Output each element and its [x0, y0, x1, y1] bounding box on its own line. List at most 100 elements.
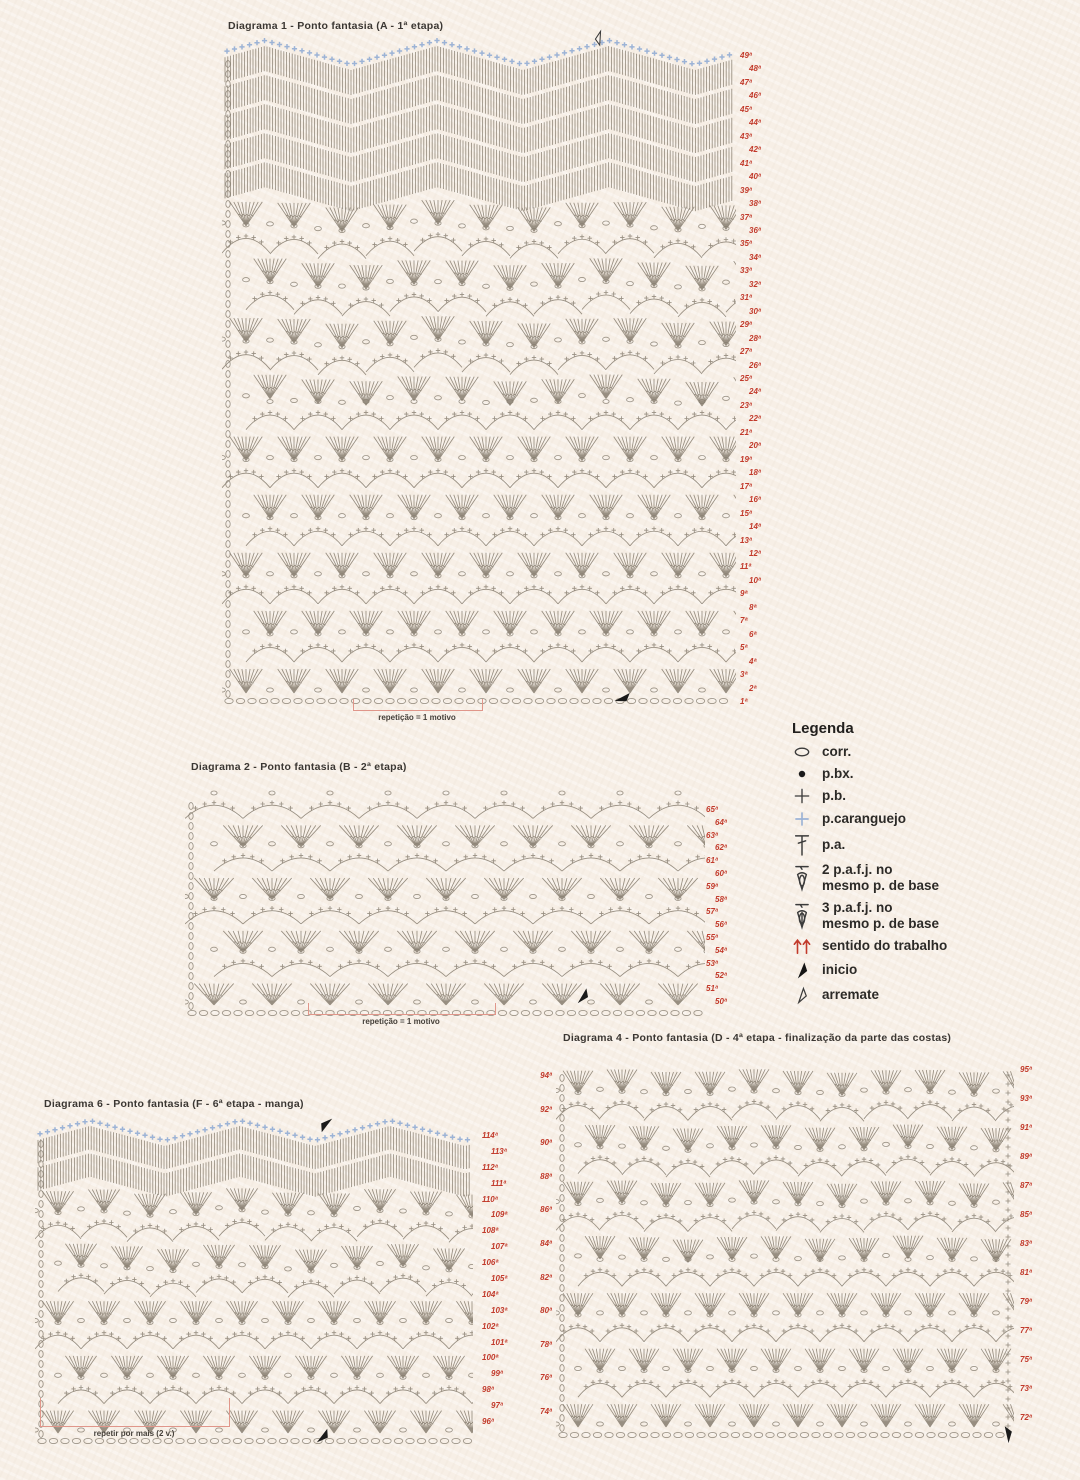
work-direction-icon — [790, 937, 814, 955]
start-arrow-icon — [614, 692, 630, 702]
row-number-label: 43ª — [740, 131, 752, 141]
row-number-label: 39ª — [740, 185, 752, 195]
row-number-label: 40ª — [749, 172, 761, 182]
row-number-label: 20ª — [749, 441, 761, 451]
row-number-label: 29ª — [740, 320, 752, 330]
row-number-label: 44ª — [749, 118, 761, 128]
legend-item-label: p.caranguejo — [822, 811, 907, 827]
legend-item-label: p.a. — [822, 837, 846, 853]
row-number-label: 9ª — [740, 589, 748, 599]
row-number-label: 14ª — [749, 522, 761, 532]
row-number-label: 25ª — [740, 374, 752, 383]
row-number-label: 89ª — [1020, 1152, 1032, 1161]
dc2tog-icon — [790, 864, 814, 893]
row-number-label: 10ª — [749, 575, 761, 585]
row-number-label: 49ª — [740, 51, 752, 60]
row-number-label: 59ª — [706, 881, 718, 891]
diagram2-repeat-bracket — [308, 1003, 496, 1015]
start-arrow-icon — [577, 988, 589, 1004]
row-number-label: 38ª — [749, 199, 761, 209]
row-number-label: 57ª — [706, 907, 718, 917]
diagram4-crochet-chart — [556, 1069, 1014, 1439]
legend: Legenda corr. p.bx. p.b. p.caranguejo p.a. 2 … — [790, 720, 1010, 1010]
diagram4-title: Diagrama 4 - Ponto fantasia (D - 4ª etap… — [563, 1032, 952, 1044]
row-number-label: 6ª — [749, 629, 757, 639]
legend-item: inicio — [790, 960, 1010, 980]
row-number-label: 58ª — [715, 894, 727, 904]
row-number-label: 82ª — [540, 1272, 552, 1282]
row-number-label: 45ª — [740, 104, 752, 114]
row-number-label: 107ª — [491, 1242, 508, 1252]
diagram2-title: Diagrama 2 - Ponto fantasia (B - 2ª etap… — [191, 761, 407, 773]
row-number-label: 60ª — [715, 869, 727, 878]
row-number-label: 22ª — [749, 414, 761, 424]
row-number-label: 81ª — [1020, 1268, 1032, 1277]
row-number-label: 79ª — [1020, 1297, 1032, 1306]
start-arrow-icon — [1004, 1426, 1012, 1444]
row-number-label: 83ª — [1020, 1239, 1032, 1248]
row-number-label: 24ª — [749, 387, 761, 397]
row-number-label: 75ª — [1020, 1355, 1032, 1364]
row-number-label: 63ª — [706, 830, 718, 840]
diagram1-crochet-chart — [222, 38, 736, 705]
dc3tog-icon — [790, 902, 814, 930]
legend-item-label: p.b. — [822, 788, 846, 804]
legend-item-label: corr. — [822, 743, 852, 759]
row-number-label: 42ª — [749, 145, 761, 155]
finish-arrow-icon — [321, 1118, 333, 1133]
row-number-label: 5ª — [740, 643, 748, 653]
legend-item: arremate — [790, 985, 1010, 1005]
row-number-label: 27ª — [740, 347, 752, 357]
row-number-label: 109ª — [491, 1210, 508, 1220]
row-number-label: 31ª — [740, 293, 752, 303]
diagram1-repeat-label: repetição = 1 motivo — [378, 713, 456, 722]
row-number-label: 62ª — [715, 843, 727, 853]
row-number-label: 7ª — [740, 616, 748, 626]
diagram1-title: Diagrama 1 - Ponto fantasia (A - 1ª etap… — [228, 20, 444, 32]
row-number-label: 55ª — [706, 933, 718, 942]
row-number-label: 108ª — [482, 1226, 499, 1236]
diagram2-repeat-label: repetição = 1 motivo — [362, 1017, 440, 1026]
row-number-label: 106ª — [482, 1258, 499, 1268]
row-number-label: 3ª — [740, 670, 748, 680]
diagram6-row-labels: 114ª 113ª 112ª 111ª 110ª 109ª 108ª 107ª 106ª 105ª… — [482, 1131, 512, 1426]
row-number-label: 77ª — [1020, 1326, 1032, 1335]
diagram4-row-labels-left: 94ª 92ª 90ª 88ª 86ª 84ª 82ª 80ª 78ª 76ª 74ª — [528, 1071, 552, 1416]
row-number-label: 1ª — [740, 697, 748, 706]
double-crochet-icon — [790, 833, 814, 857]
finish-arrow-icon — [594, 29, 602, 47]
row-number-label: 98ª — [482, 1385, 494, 1395]
legend-item: 2 p.a.f.j. no mesmo p. de base — [790, 862, 1010, 894]
row-number-label: 84ª — [540, 1239, 552, 1248]
row-number-label: 12ª — [749, 548, 761, 558]
slip-stitch-icon — [790, 766, 814, 782]
row-number-label: 41ª — [740, 158, 752, 168]
row-number-label: 102ª — [482, 1321, 499, 1331]
row-number-label: 15ª — [740, 508, 752, 518]
row-number-label: 47ª — [740, 77, 752, 87]
row-number-label: 51ª — [706, 984, 718, 994]
row-number-label: 113ª — [491, 1146, 507, 1156]
row-number-label: 92ª — [540, 1104, 552, 1114]
row-number-label: 36ª — [749, 225, 761, 235]
diagram2-crochet-chart — [185, 790, 705, 1017]
row-number-label: 94ª — [540, 1071, 552, 1080]
row-number-label: 96ª — [482, 1417, 494, 1426]
row-number-label: 54ª — [715, 945, 727, 955]
row-number-label: 11ª — [740, 562, 752, 572]
diagram1-row-labels: 49ª 48ª 47ª 46ª 45ª 44ª 43ª 42ª 41ª 40ª 39ª 38ª 37ª 3… — [740, 51, 770, 706]
row-number-label: 93ª — [1020, 1094, 1032, 1103]
row-number-label: 103ª — [491, 1305, 508, 1315]
row-number-label: 18ª — [749, 468, 761, 478]
legend-item: 3 p.a.f.j. no mesmo p. de base — [790, 900, 1010, 932]
row-number-label: 53ª — [706, 958, 718, 968]
diagram6-repeat-bracket — [40, 1398, 230, 1427]
diagram4-row-labels-right: 95ª 93ª 91ª 89ª 87ª 85ª 83ª 81ª 79ª 77ª 75ª 73ª 72ª — [1020, 1066, 1050, 1422]
single-crochet-icon — [790, 787, 814, 805]
row-number-label: 37ª — [740, 212, 752, 222]
row-number-label: 65ª — [706, 805, 718, 814]
row-number-label: 101ª — [491, 1337, 508, 1347]
row-number-label: 114ª — [482, 1131, 498, 1140]
legend-item-label: sentido do trabalho — [822, 937, 948, 953]
start-icon — [790, 960, 814, 980]
